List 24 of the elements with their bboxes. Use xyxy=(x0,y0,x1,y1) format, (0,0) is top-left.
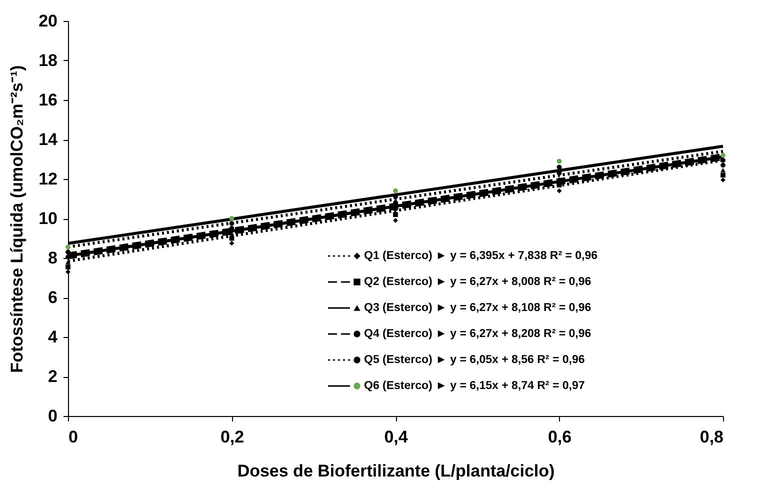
x-tick-label: 0,4 xyxy=(384,428,408,446)
legend-label: Q1 (Esterco) ► y = 6,395x + 7,838 R² = 0,96 xyxy=(364,250,598,262)
y-tick-label: 20 xyxy=(38,12,58,30)
y-tick-label: 16 xyxy=(38,90,58,110)
legend-label: Q3 (Esterco) ► y = 6,27x + 8,108 R² = 0,96 xyxy=(364,302,592,314)
x-tick-label: 0 xyxy=(68,428,78,446)
legend-label: Q2 (Esterco) ► y = 6,27x + 8,008 R² = 0,96 xyxy=(364,276,592,288)
y-tick-label: 2 xyxy=(48,367,58,386)
y-tick-label: 12 xyxy=(38,170,58,188)
x-tick-label: 0,8 xyxy=(700,428,724,446)
x-tick-label: 0,2 xyxy=(220,428,244,446)
x-axis-title: Doses de Biofertilizante (L/planta/ciclo) xyxy=(237,462,555,480)
y-tick-label: 14 xyxy=(38,130,58,149)
y-tick-label: 18 xyxy=(38,51,58,70)
y-tick-label: 6 xyxy=(48,288,58,307)
legend-label: Q4 (Esterco) ► y = 6,27x + 8,208 R² = 0,96 xyxy=(364,328,592,340)
legend-label: Q6 (Esterco) ► y = 6,15x + 8,74 R² = 0,97 xyxy=(364,380,585,392)
y-tick-label: 0 xyxy=(48,406,58,426)
legend-label: Q5 (Esterco) ► y = 6,05x + 8,56 R² = 0,96 xyxy=(364,354,585,366)
y-tick-label: 10 xyxy=(38,209,58,228)
y-axis-title: Fotossíntese Líquida (umolCO₂m⁻²s⁻¹) xyxy=(8,65,27,373)
y-tick-label: 8 xyxy=(48,248,58,268)
x-tick-label: 0,6 xyxy=(548,428,572,446)
y-tick-label: 4 xyxy=(48,328,58,346)
